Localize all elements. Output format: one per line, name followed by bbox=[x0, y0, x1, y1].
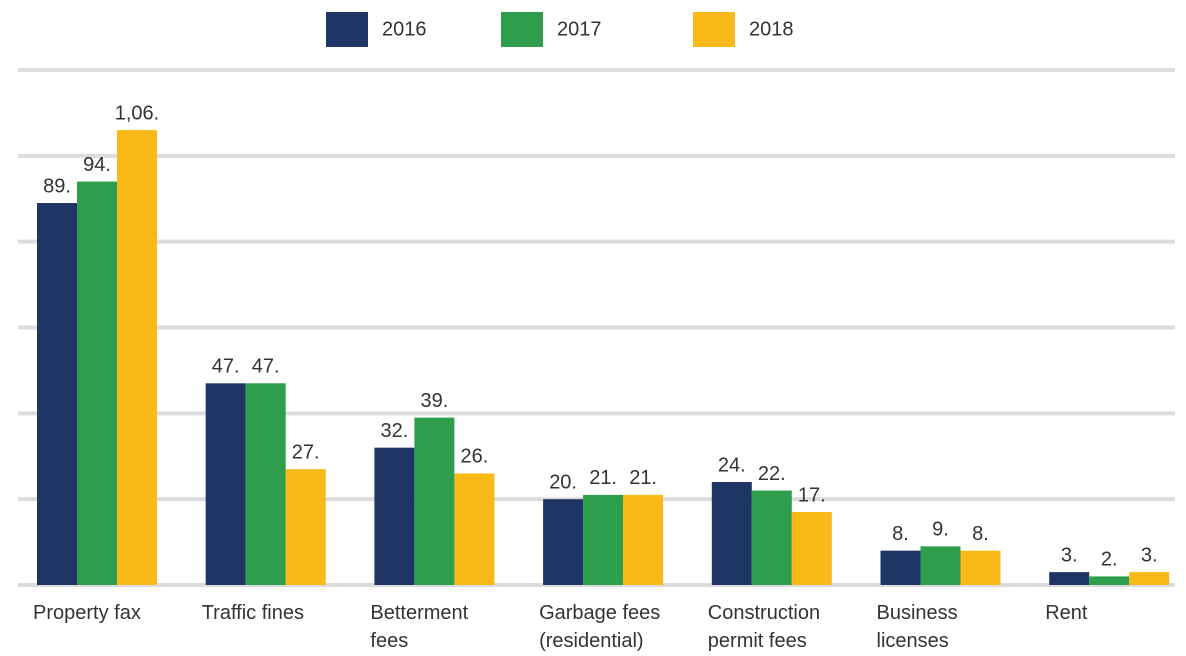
bar bbox=[454, 473, 495, 585]
bar bbox=[623, 494, 664, 585]
data-label: 26. bbox=[460, 446, 488, 468]
data-label: 47. bbox=[252, 356, 280, 378]
data-label: 8. bbox=[892, 523, 909, 545]
data-label: 20. bbox=[549, 471, 577, 493]
data-label: 21. bbox=[589, 467, 617, 489]
x-tick-label: Rent bbox=[1045, 602, 1088, 624]
x-tick-label: Traffic fines bbox=[201, 602, 304, 624]
data-label: 21. bbox=[629, 467, 657, 489]
legend-swatch bbox=[501, 12, 543, 47]
data-label: 3. bbox=[1141, 544, 1158, 566]
bar bbox=[791, 512, 832, 585]
bar bbox=[1049, 572, 1090, 585]
bar bbox=[374, 447, 415, 585]
bar bbox=[77, 181, 117, 586]
x-tick-label: Property fax bbox=[33, 602, 141, 624]
data-label: 9. bbox=[932, 519, 949, 541]
data-label: 47. bbox=[212, 356, 240, 378]
data-label: 1,06. bbox=[115, 102, 159, 124]
bar bbox=[414, 417, 455, 585]
x-tick-label: Betterment fees bbox=[370, 602, 469, 652]
data-label: 22. bbox=[758, 463, 786, 485]
x-tick-label: Construction permit fees bbox=[707, 602, 821, 652]
data-label: 24. bbox=[718, 454, 746, 476]
data-label: 8. bbox=[972, 523, 989, 545]
data-label: 32. bbox=[380, 420, 408, 442]
bar bbox=[1089, 576, 1130, 585]
bar bbox=[920, 546, 961, 585]
x-tick-label: Garbage fees (residential) bbox=[539, 602, 661, 652]
bar bbox=[960, 550, 1001, 585]
bar bbox=[543, 499, 584, 585]
data-label: 27. bbox=[292, 441, 320, 463]
legend-label: 2018 bbox=[749, 18, 794, 40]
legend-label: 2016 bbox=[382, 18, 427, 40]
data-label: 89. bbox=[43, 175, 71, 197]
legend-swatch bbox=[326, 12, 368, 47]
bar bbox=[117, 130, 157, 586]
bar bbox=[205, 383, 246, 585]
data-label: 39. bbox=[420, 390, 448, 412]
x-tick-label: Business licenses bbox=[876, 602, 958, 652]
bar bbox=[711, 482, 752, 585]
bar bbox=[880, 550, 921, 585]
bar bbox=[37, 203, 77, 585]
legend-swatch bbox=[693, 12, 735, 47]
data-label: 2. bbox=[1101, 549, 1118, 571]
data-label: 3. bbox=[1061, 544, 1078, 566]
bar bbox=[1129, 572, 1170, 585]
bar bbox=[245, 383, 286, 585]
data-label: 94. bbox=[83, 154, 111, 176]
bar bbox=[751, 490, 792, 585]
legend-label: 2017 bbox=[557, 18, 602, 40]
bar bbox=[583, 494, 624, 585]
data-label: 17. bbox=[798, 484, 826, 506]
bar bbox=[285, 469, 326, 585]
